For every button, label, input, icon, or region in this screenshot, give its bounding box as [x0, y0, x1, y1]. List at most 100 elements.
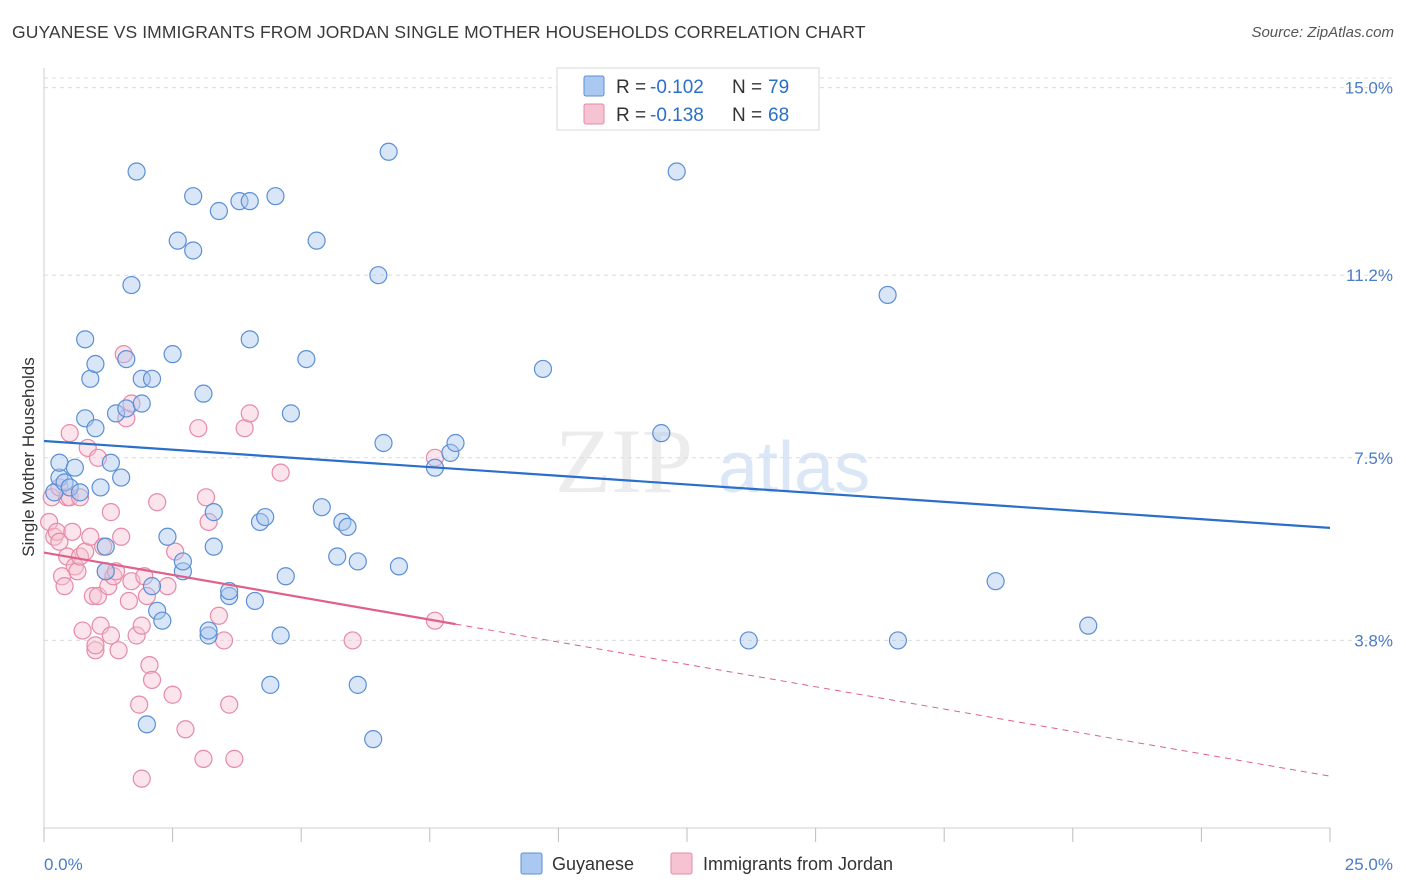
- bottom-legend-swatch-jordan: [670, 852, 693, 875]
- legend-r-label: R =: [616, 105, 646, 126]
- guyanese-point: [163, 345, 182, 364]
- guyanese-point: [364, 730, 383, 749]
- jordan-point: [132, 769, 151, 788]
- jordan-point: [63, 522, 82, 541]
- jordan-point: [86, 636, 105, 655]
- guyanese-point: [446, 433, 465, 453]
- bottom-legend: Guyanese Immigrants from Jordan: [520, 852, 893, 875]
- legend-swatch-blue: [583, 75, 605, 97]
- legend-swatch-pink: [583, 103, 605, 125]
- jordan-point: [158, 577, 177, 596]
- y-tick-label: 11.2%: [1346, 266, 1393, 285]
- guyanese-point: [65, 458, 84, 477]
- jordan-point: [142, 670, 162, 690]
- y-tick-label: 15.0%: [1345, 79, 1393, 98]
- gridlines: [44, 77, 1392, 641]
- jordan-point: [99, 577, 118, 596]
- guyanese-point: [117, 399, 136, 418]
- jordan-point: [199, 512, 218, 532]
- jordan-point: [140, 656, 159, 675]
- jordan-point: [42, 488, 61, 507]
- guyanese-point: [261, 675, 280, 694]
- guyanese-point: [86, 354, 105, 374]
- jordan-point: [45, 527, 64, 546]
- guyanese-point: [158, 527, 177, 546]
- guyanese-point: [240, 330, 259, 349]
- watermark-zip: ZIP: [555, 410, 693, 512]
- jordan-point: [135, 567, 154, 586]
- jordan-point: [196, 488, 216, 507]
- jordan-point: [86, 641, 105, 660]
- guyanese-point: [256, 507, 275, 527]
- jordan-point: [189, 419, 208, 438]
- guyanese-point: [312, 498, 331, 517]
- jordan-point: [225, 749, 244, 768]
- series-immigrants-from-jordan: [40, 345, 445, 788]
- guyanese-point: [148, 601, 167, 620]
- guyanese-point: [209, 201, 228, 221]
- guyanese-point: [70, 483, 90, 502]
- jordan-point: [209, 606, 228, 625]
- guyanese-point: [117, 349, 136, 369]
- guyanese-point: [374, 433, 393, 453]
- jordan-point: [122, 394, 141, 413]
- guyanese-point: [281, 404, 301, 423]
- jordan-point: [194, 749, 213, 768]
- jordan-trend-line: [43, 551, 456, 626]
- guyanese-point: [168, 231, 187, 250]
- guyanese-point: [127, 162, 146, 181]
- bottom-legend-label-jordan: Immigrants from Jordan: [703, 854, 893, 874]
- bottom-legend-swatch-guyanese: [520, 852, 543, 875]
- jordan-point: [343, 631, 362, 650]
- legend-r-label: R =: [616, 77, 646, 98]
- jordan-point: [50, 532, 69, 551]
- guyanese-point: [122, 275, 141, 295]
- guyanese-point: [142, 369, 162, 388]
- guyanese-point: [230, 192, 249, 211]
- guyanese-point: [250, 512, 270, 532]
- jordan-point: [55, 577, 74, 596]
- guyanese-point: [533, 359, 553, 379]
- x-tick-label: 0.0%: [44, 855, 83, 874]
- guyanese-point: [739, 631, 758, 650]
- guyanese-point: [204, 503, 223, 522]
- jordan-point: [60, 424, 79, 443]
- legend-n-label: N =: [732, 105, 762, 126]
- guyanese-point: [389, 557, 409, 576]
- guyanese-point: [199, 626, 218, 645]
- jordan-point: [166, 542, 185, 561]
- bottom-legend-label-guyanese: Guyanese: [552, 854, 634, 874]
- guyanese-point: [271, 626, 290, 645]
- guyanese-point: [96, 537, 115, 556]
- jordan-point: [81, 527, 100, 546]
- jordan-point: [119, 591, 138, 611]
- axes: [43, 68, 1331, 842]
- guyanese-point: [91, 478, 110, 497]
- guyanese-point: [333, 512, 352, 532]
- guyanese-point: [220, 586, 239, 606]
- guyanese-point: [379, 142, 398, 161]
- jordan-point: [214, 631, 234, 650]
- jordan-point: [101, 503, 120, 522]
- guyanese-point: [888, 631, 908, 650]
- jordan-point: [114, 345, 133, 364]
- guyanese-point: [348, 552, 367, 571]
- guyanese-point: [184, 241, 203, 260]
- guyanese-point: [369, 266, 388, 285]
- trend-lines: [43, 439, 1331, 777]
- y-tick-label: 3.8%: [1354, 631, 1393, 650]
- guyanese-point: [137, 715, 156, 734]
- guyanese-point: [86, 419, 105, 438]
- jordan-point: [83, 586, 102, 606]
- legend-n-value: 68: [768, 105, 789, 126]
- y-tick-labels: 3.8% 7.5% 11.2% 15.0%: [1345, 79, 1393, 651]
- guyanese-point: [55, 473, 74, 492]
- guyanese-point: [441, 443, 460, 462]
- jordan-point: [106, 562, 126, 581]
- guyanese-point: [297, 349, 316, 369]
- guyanese-point: [986, 572, 1005, 591]
- guyanese-point: [132, 394, 151, 413]
- jordan-point: [163, 685, 182, 704]
- jordan-trend-line-extension: [455, 623, 1331, 777]
